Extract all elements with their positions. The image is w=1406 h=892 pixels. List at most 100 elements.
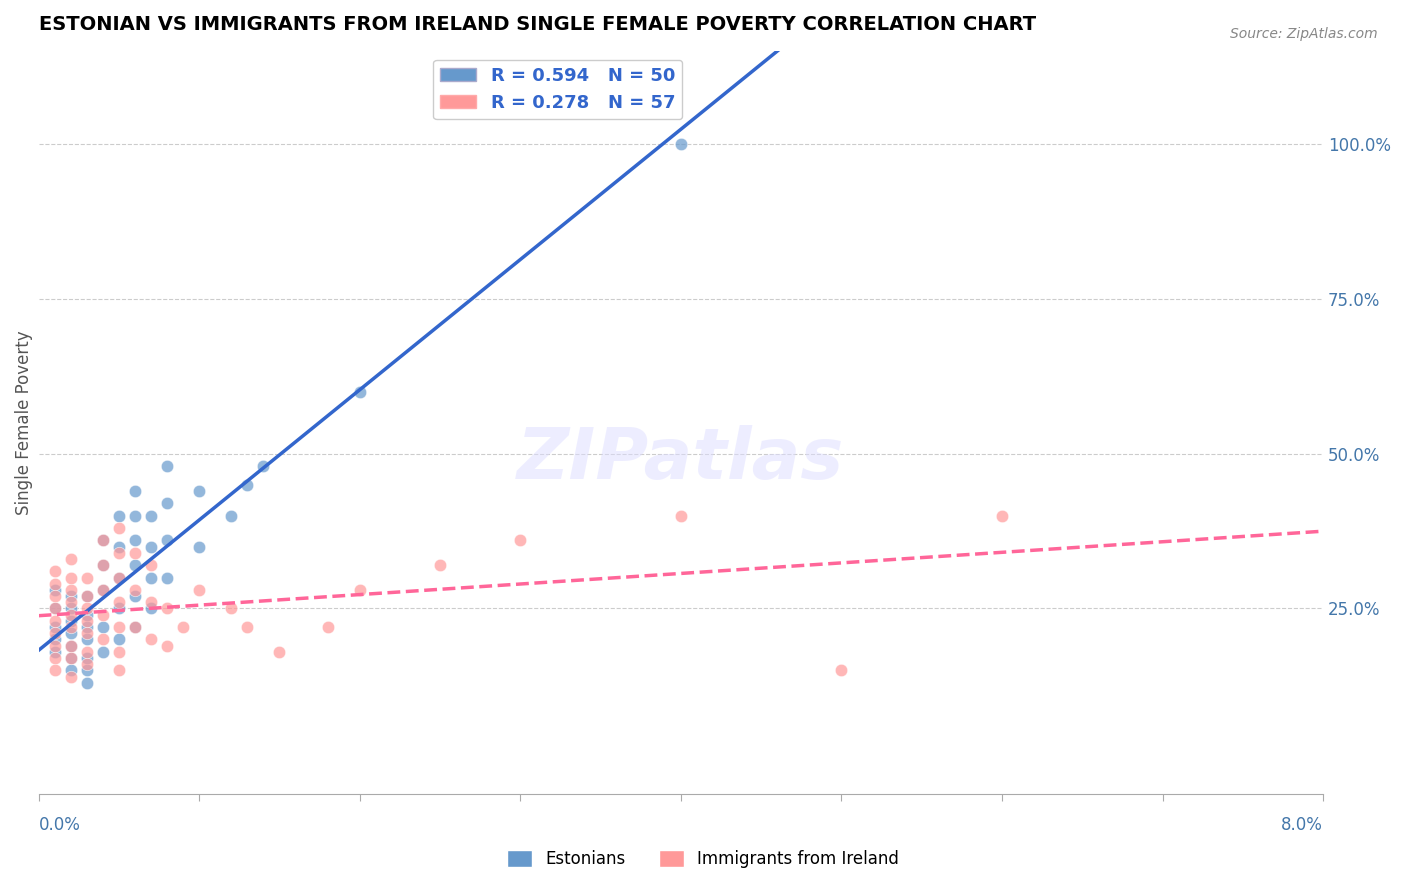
Point [108,546,131,560]
Point [76,664,98,678]
Point [59,664,82,678]
Point [76,589,98,603]
Point [156,601,179,615]
Point [76,645,98,659]
Point [91,582,114,597]
Point [669,508,692,523]
Point [44,589,66,603]
Point [108,632,131,647]
Point [91,645,114,659]
Point [76,626,98,640]
Point [156,496,179,510]
Text: 8.0%: 8.0% [1281,816,1323,834]
Point [156,639,179,653]
Point [172,620,194,634]
Point [44,620,66,634]
Point [156,458,179,473]
Point [59,620,82,634]
Point [59,570,82,584]
Point [59,651,82,665]
Point [830,664,852,678]
Point [236,477,259,491]
Point [252,458,274,473]
Point [44,626,66,640]
Point [429,558,451,573]
Point [76,676,98,690]
Point [156,533,179,548]
Legend: Estonians, Immigrants from Ireland: Estonians, Immigrants from Ireland [501,843,905,875]
Point [59,582,82,597]
Point [59,595,82,609]
Text: 0.0%: 0.0% [38,816,80,834]
Point [219,508,242,523]
Point [124,558,146,573]
Point [108,508,131,523]
Point [76,589,98,603]
Point [188,540,211,554]
Point [44,601,66,615]
Point [124,508,146,523]
Point [124,620,146,634]
Point [139,540,162,554]
Point [59,651,82,665]
Point [91,558,114,573]
Point [59,552,82,566]
Point [669,136,692,151]
Point [108,620,131,634]
Point [91,632,114,647]
Legend: R = 0.594   N = 50, R = 0.278   N = 57: R = 0.594 N = 50, R = 0.278 N = 57 [433,60,682,120]
Point [108,664,131,678]
Point [59,639,82,653]
Point [108,601,131,615]
Point [44,651,66,665]
Point [124,589,146,603]
Point [76,614,98,628]
Point [59,607,82,622]
Point [59,614,82,628]
Point [139,570,162,584]
Text: ESTONIAN VS IMMIGRANTS FROM IRELAND SINGLE FEMALE POVERTY CORRELATION CHART: ESTONIAN VS IMMIGRANTS FROM IRELAND SING… [38,15,1036,34]
Text: ZIPatlas: ZIPatlas [517,425,845,494]
Point [44,639,66,653]
Point [124,533,146,548]
Point [124,483,146,498]
Point [76,607,98,622]
Point [44,576,66,591]
Point [139,632,162,647]
Point [76,601,98,615]
Point [59,589,82,603]
Point [44,582,66,597]
Point [76,657,98,672]
Point [91,620,114,634]
Point [108,521,131,535]
Point [44,601,66,615]
Point [59,639,82,653]
Point [44,564,66,578]
Point [991,508,1014,523]
Point [108,540,131,554]
Point [91,558,114,573]
Point [76,651,98,665]
Text: Source: ZipAtlas.com: Source: ZipAtlas.com [1230,27,1378,41]
Point [139,595,162,609]
Point [509,533,531,548]
Point [91,533,114,548]
Point [139,558,162,573]
Point [236,620,259,634]
Point [91,582,114,597]
Point [124,546,146,560]
Point [44,614,66,628]
Point [219,601,242,615]
Point [76,620,98,634]
Point [76,632,98,647]
Point [269,645,291,659]
Point [91,607,114,622]
Point [59,601,82,615]
Point [156,570,179,584]
Point [139,508,162,523]
Point [91,533,114,548]
Point [349,582,371,597]
Point [316,620,339,634]
Point [188,483,211,498]
Point [44,664,66,678]
